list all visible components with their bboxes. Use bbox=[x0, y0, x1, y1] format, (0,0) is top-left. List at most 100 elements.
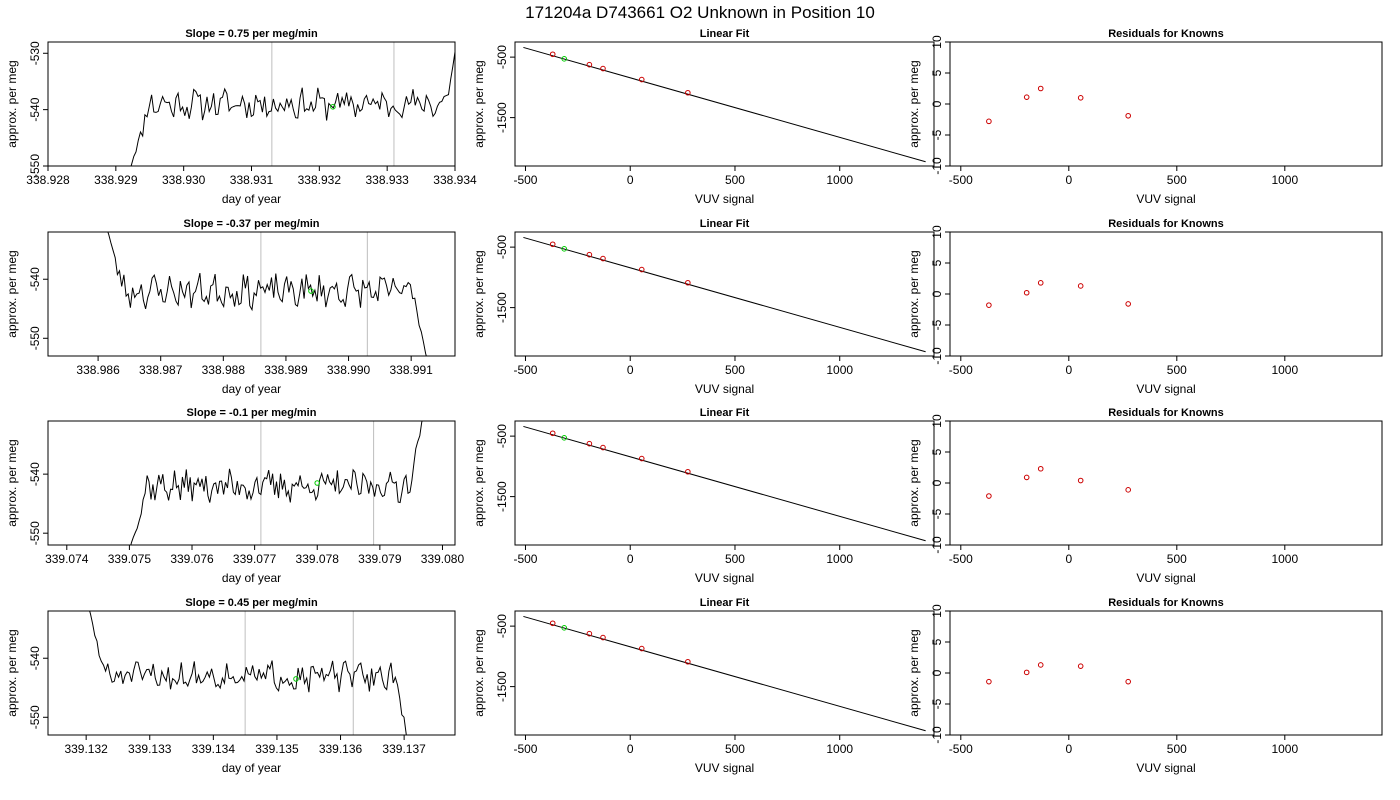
y-tick-label: -540 bbox=[28, 267, 42, 291]
panel-title: Slope = -0.1 per meg/min bbox=[187, 407, 317, 419]
x-tick-label: 338.932 bbox=[298, 173, 342, 187]
y-tick-label: 10 bbox=[930, 35, 944, 49]
y-tick-label: 5 bbox=[930, 638, 944, 645]
unknown-point bbox=[561, 246, 568, 252]
y-tick-label: -540 bbox=[28, 462, 42, 486]
x-axis-label: VUV signal bbox=[1136, 761, 1195, 775]
x-axis-label: VUV signal bbox=[695, 571, 754, 585]
residual-point bbox=[1023, 669, 1030, 676]
x-tick-label: 338.990 bbox=[327, 363, 371, 377]
y-tick-label: -10 bbox=[930, 726, 944, 744]
y-axis-label: approx. per meg bbox=[907, 250, 921, 337]
data-trace bbox=[89, 611, 407, 735]
y-tick-label: -10 bbox=[930, 157, 944, 175]
residual-point bbox=[1037, 662, 1044, 668]
known-point bbox=[638, 455, 645, 462]
data-trace bbox=[130, 421, 423, 545]
x-tick-label: 339.134 bbox=[192, 742, 236, 756]
plot-frame bbox=[949, 610, 1383, 736]
x-tick-label: 338.934 bbox=[433, 173, 477, 187]
x-tick-label: 338.930 bbox=[162, 173, 206, 187]
x-tick-label: 500 bbox=[1167, 363, 1187, 377]
x-tick-label: 0 bbox=[1065, 742, 1072, 756]
y-axis-label: approx. per meg bbox=[907, 439, 921, 526]
x-tick-label: 500 bbox=[1167, 742, 1187, 756]
y-tick-label: -1500 bbox=[495, 292, 509, 323]
residual-point bbox=[1077, 95, 1084, 101]
x-tick-label: -500 bbox=[949, 742, 973, 756]
unknown-point bbox=[293, 676, 299, 682]
known-point bbox=[685, 89, 691, 96]
panel-title: Slope = 0.45 per meg/min bbox=[185, 597, 318, 609]
plot-area bbox=[130, 421, 423, 545]
y-tick-label: 0 bbox=[930, 669, 944, 676]
x-tick-label: 500 bbox=[725, 173, 745, 187]
panel-r1c1: Slope = 0.75 per meg/min 338.928 338.929 33… bbox=[5, 28, 477, 206]
unknown-point bbox=[308, 288, 314, 294]
y-tick-label: -10 bbox=[930, 347, 944, 365]
x-tick-label: 338.928 bbox=[26, 173, 70, 187]
y-tick-label: -1500 bbox=[495, 671, 509, 702]
residual-point bbox=[1077, 477, 1084, 484]
panel-title: Slope = 0.75 per meg/min bbox=[185, 28, 318, 40]
x-tick-label: 339.079 bbox=[358, 552, 402, 566]
x-tick-label: 500 bbox=[725, 363, 745, 377]
plot-area bbox=[523, 46, 926, 163]
x-tick-label: 500 bbox=[1167, 552, 1187, 566]
x-axis-label: VUV signal bbox=[695, 761, 754, 775]
data-trace bbox=[130, 49, 455, 166]
residual-point bbox=[1125, 301, 1131, 307]
plot-area bbox=[523, 425, 926, 542]
y-tick-label: -540 bbox=[28, 646, 42, 670]
plot-frame bbox=[949, 420, 1383, 546]
x-tick-label: 339.078 bbox=[296, 552, 340, 566]
known-point bbox=[638, 76, 645, 83]
residual-point bbox=[1037, 85, 1044, 92]
x-tick-label: -500 bbox=[949, 363, 973, 377]
plot-area bbox=[107, 232, 427, 356]
x-tick-label: 0 bbox=[1065, 173, 1072, 187]
fit-line bbox=[523, 425, 926, 542]
x-tick-label: 1000 bbox=[826, 363, 853, 377]
known-point bbox=[638, 266, 645, 273]
panel-title: Linear Fit bbox=[700, 218, 750, 230]
x-axis-label: VUV signal bbox=[1136, 382, 1195, 396]
known-point bbox=[685, 658, 691, 665]
x-tick-label: 1000 bbox=[1271, 742, 1298, 756]
y-tick-label: 5 bbox=[930, 69, 944, 76]
y-axis-label: approx. per meg bbox=[5, 629, 19, 716]
plot-area bbox=[523, 615, 926, 732]
x-tick-label: 339.136 bbox=[319, 742, 363, 756]
x-tick-label: 0 bbox=[1065, 363, 1072, 377]
known-point bbox=[549, 51, 556, 58]
residual-point bbox=[1077, 283, 1084, 289]
y-tick-label: -5 bbox=[930, 508, 944, 519]
fit-line bbox=[523, 236, 926, 353]
y-tick-label: -5 bbox=[930, 698, 944, 709]
y-axis-label: approx. per meg bbox=[907, 60, 921, 147]
plot-frame bbox=[47, 231, 456, 357]
y-tick-label: -10 bbox=[930, 536, 944, 554]
x-tick-label: 338.929 bbox=[94, 173, 138, 187]
residual-point bbox=[1023, 474, 1030, 481]
known-point bbox=[586, 61, 593, 68]
x-axis-label: VUV signal bbox=[1136, 571, 1195, 585]
x-axis-label: day of year bbox=[222, 382, 281, 396]
y-tick-label: -550 bbox=[28, 521, 42, 545]
known-point bbox=[600, 65, 606, 72]
x-tick-label: 338.986 bbox=[76, 363, 120, 377]
residual-point bbox=[986, 493, 992, 499]
fit-line bbox=[523, 46, 926, 163]
residual-point bbox=[1037, 465, 1044, 472]
plot-area bbox=[523, 236, 926, 353]
y-tick-label: -5 bbox=[930, 319, 944, 330]
y-axis-label: approx. per meg bbox=[5, 250, 19, 337]
plot-area bbox=[986, 662, 1131, 685]
panel-title: Linear Fit bbox=[700, 28, 750, 40]
y-tick-label: 10 bbox=[930, 414, 944, 428]
plot-frame bbox=[949, 41, 1383, 167]
plot-area bbox=[986, 280, 1131, 308]
y-tick-label: -1500 bbox=[495, 481, 509, 512]
y-axis-label: approx. per meg bbox=[472, 60, 486, 147]
